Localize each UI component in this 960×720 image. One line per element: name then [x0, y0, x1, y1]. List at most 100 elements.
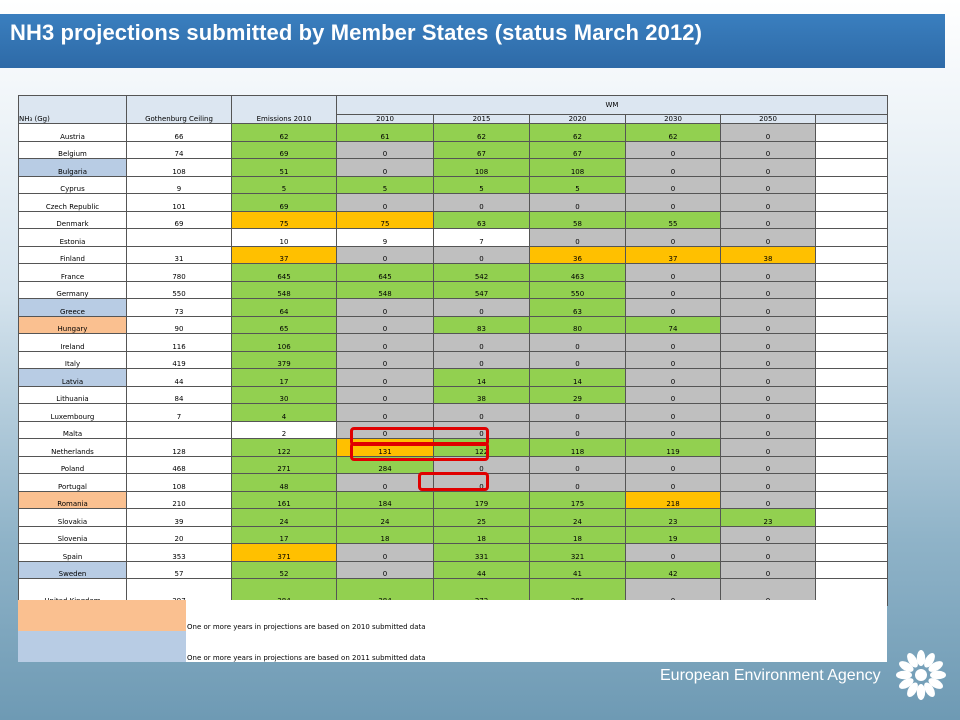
projection-cell: 0: [720, 333, 816, 352]
projection-cell: 38: [433, 385, 530, 404]
emissions-cell: 64: [231, 298, 337, 317]
table-row: Belgium 74 69 0 67 67 0 0: [18, 140, 888, 159]
header-year: 2015: [433, 114, 530, 124]
projection-cell: 0: [336, 350, 434, 369]
projection-cell: 0: [529, 193, 626, 212]
country-cell: Slovenia: [18, 525, 127, 544]
emissions-cell: 379: [231, 350, 337, 369]
projection-cell: 18: [336, 525, 434, 544]
blank-cell: [815, 158, 888, 177]
projection-cell: 119: [625, 438, 721, 457]
projection-cell: 0: [720, 560, 816, 579]
projection-cell: 331: [433, 543, 530, 562]
blank-cell: [815, 315, 888, 334]
title-bar: NH3 projections submitted by Member Stat…: [0, 14, 945, 68]
ceiling-cell: 550: [126, 280, 232, 299]
brand-name: European Environment Agency: [660, 667, 881, 684]
projection-cell: 62: [433, 123, 530, 142]
projection-cell: 108: [433, 158, 530, 177]
emissions-cell: 17: [231, 368, 337, 387]
ceiling-cell: 69: [126, 210, 232, 229]
projection-cell: 0: [625, 228, 721, 247]
country-cell: Lithuania: [18, 385, 127, 404]
table-row: Greece 73 64 0 0 63 0 0: [18, 298, 888, 317]
projection-cell: 0: [625, 158, 721, 177]
projection-cell: 0: [433, 333, 530, 352]
table-row: Lithuania 84 30 0 38 29 0 0: [18, 385, 888, 404]
ceiling-cell: 419: [126, 350, 232, 369]
table-row: Austria 66 62 61 62 62 62 0: [18, 123, 888, 142]
legend-swatch-2011: [18, 631, 186, 662]
header-emissions: Emissions 2010: [231, 95, 337, 124]
projection-cell: 175: [529, 490, 626, 509]
header-ceiling: Gothenburg Ceiling: [126, 95, 232, 124]
projection-cell: 0: [625, 420, 721, 439]
projection-cell: 550: [529, 280, 626, 299]
table-row: Ireland 116 106 0 0 0 0 0: [18, 333, 888, 352]
projection-cell: 0: [336, 403, 434, 422]
table-row: Estonia 10 9 7 0 0 0: [18, 228, 888, 247]
emissions-cell: 5: [231, 175, 337, 194]
projection-cell: 5: [433, 175, 530, 194]
country-cell: Latvia: [18, 368, 127, 387]
ceiling-cell: 101: [126, 193, 232, 212]
table-row: Spain 353 371 0 331 321 0 0: [18, 543, 888, 562]
blank-cell: [815, 193, 888, 212]
projection-cell: 0: [336, 385, 434, 404]
projection-cell: 645: [336, 263, 434, 282]
ceiling-cell: 84: [126, 385, 232, 404]
projection-cell: 18: [433, 525, 530, 544]
ceiling-cell: 7: [126, 403, 232, 422]
table-row: Sweden 57 52 0 44 41 42 0: [18, 560, 888, 579]
emissions-cell: 17: [231, 525, 337, 544]
projection-cell: 0: [720, 350, 816, 369]
projection-cell: 108: [529, 158, 626, 177]
header-wm: WM: [336, 95, 888, 115]
emissions-cell: 4: [231, 403, 337, 422]
country-cell: Luxembourg: [18, 403, 127, 422]
projection-cell: 38: [720, 245, 816, 264]
projection-cell: 0: [720, 490, 816, 509]
projection-cell: 0: [336, 543, 434, 562]
country-cell: Hungary: [18, 315, 127, 334]
blank-cell: [815, 263, 888, 282]
country-cell: Sweden: [18, 560, 127, 579]
projection-cell: 0: [625, 333, 721, 352]
projection-cell: 0: [720, 403, 816, 422]
projection-cell: 0: [625, 455, 721, 474]
table-row: Italy 419 379 0 0 0 0 0: [18, 350, 888, 369]
projection-cell: 0: [625, 543, 721, 562]
country-cell: Czech Republic: [18, 193, 127, 212]
projection-cell: 184: [336, 490, 434, 509]
projection-cell: 62: [529, 123, 626, 142]
projection-cell: 0: [625, 385, 721, 404]
ceiling-cell: 108: [126, 158, 232, 177]
projection-cell: 0: [529, 228, 626, 247]
ceiling-cell: 31: [126, 245, 232, 264]
country-cell: Ireland: [18, 333, 127, 352]
ceiling-cell: 780: [126, 263, 232, 282]
legend-text-2010: One or more years in projections are bas…: [187, 623, 426, 631]
ceiling-cell: 57: [126, 560, 232, 579]
emissions-cell: 2: [231, 420, 337, 439]
blank-cell: [815, 420, 888, 439]
country-cell: France: [18, 263, 127, 282]
emissions-cell: 52: [231, 560, 337, 579]
projection-cell: 67: [529, 140, 626, 159]
projection-cell: 0: [336, 560, 434, 579]
projection-cell: 62: [625, 123, 721, 142]
projection-cell: 23: [625, 508, 721, 527]
table-row: Romania 210 161 184 179 175 218 0: [18, 490, 888, 509]
emissions-cell: 48: [231, 473, 337, 492]
projection-cell: 5: [529, 175, 626, 194]
projection-cell: 0: [720, 455, 816, 474]
emissions-cell: 548: [231, 280, 337, 299]
ceiling-cell: [126, 228, 232, 247]
emissions-cell: 51: [231, 158, 337, 177]
ceiling-cell: 39: [126, 508, 232, 527]
blank-cell: [815, 140, 888, 159]
legend-text-2011: One or more years in projections are bas…: [187, 654, 426, 662]
emissions-cell: 645: [231, 263, 337, 282]
projection-cell: 0: [433, 193, 530, 212]
projection-cell: 14: [529, 368, 626, 387]
